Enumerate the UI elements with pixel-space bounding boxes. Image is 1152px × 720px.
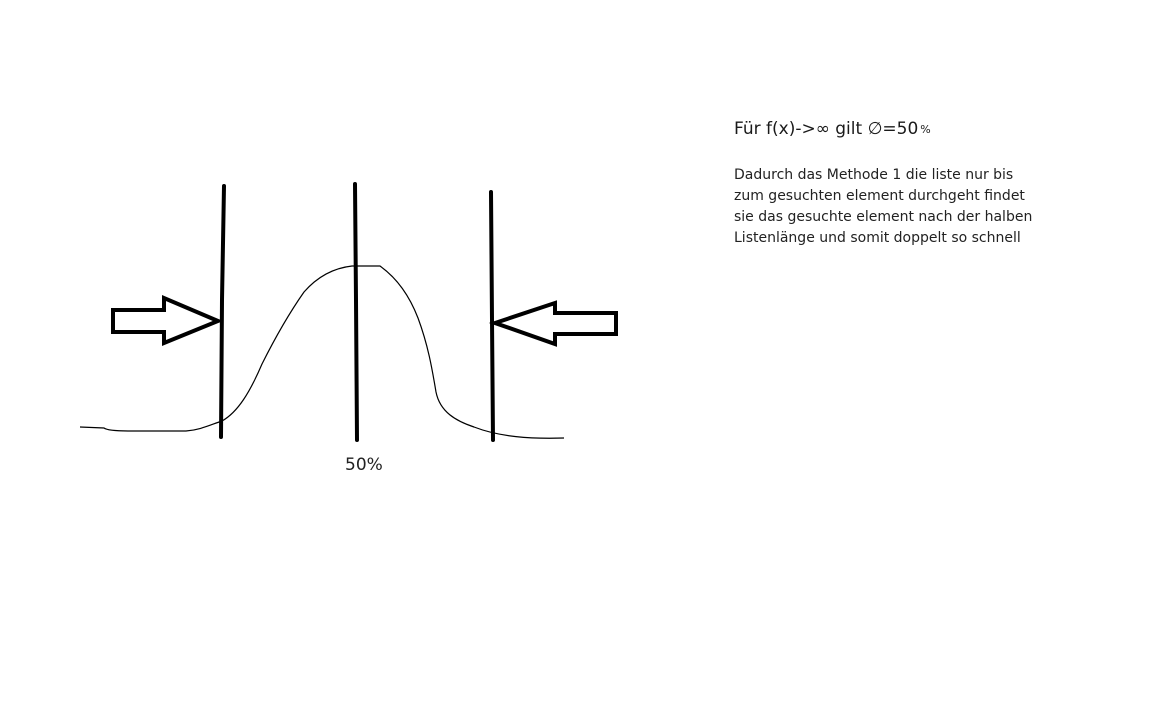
- notes-panel: Für f(x)->∞ gilt ∅=50% Dadurch das Metho…: [734, 116, 1134, 249]
- heading-percent-sign: %: [920, 123, 931, 136]
- notes-paragraph: Dadurch das Methode 1 die liste nur bis …: [734, 165, 1134, 249]
- notes-heading: Für f(x)->∞ gilt ∅=50%: [734, 116, 1134, 143]
- right-arrow-icon: [111, 294, 224, 346]
- left-arrow-icon: [488, 300, 618, 347]
- heading-formula: Für f(x)->∞ gilt ∅=50: [734, 119, 919, 139]
- center-percent-label: 50%: [345, 455, 383, 475]
- left-vertical-line: [219, 184, 226, 439]
- center-vertical-line: [353, 182, 359, 442]
- paragraph-line: Dadurch das Methode 1 die liste nur bis: [734, 167, 1014, 183]
- paragraph-line: sie das gesuchte element nach der halben: [734, 209, 1033, 225]
- bell-curve: [79, 265, 565, 439]
- paragraph-line: Listenlänge und somit doppelt so schnell: [734, 230, 1021, 246]
- paragraph-line: zum gesuchten element durchgeht findet: [734, 188, 1025, 204]
- right-vertical-line: [489, 190, 495, 442]
